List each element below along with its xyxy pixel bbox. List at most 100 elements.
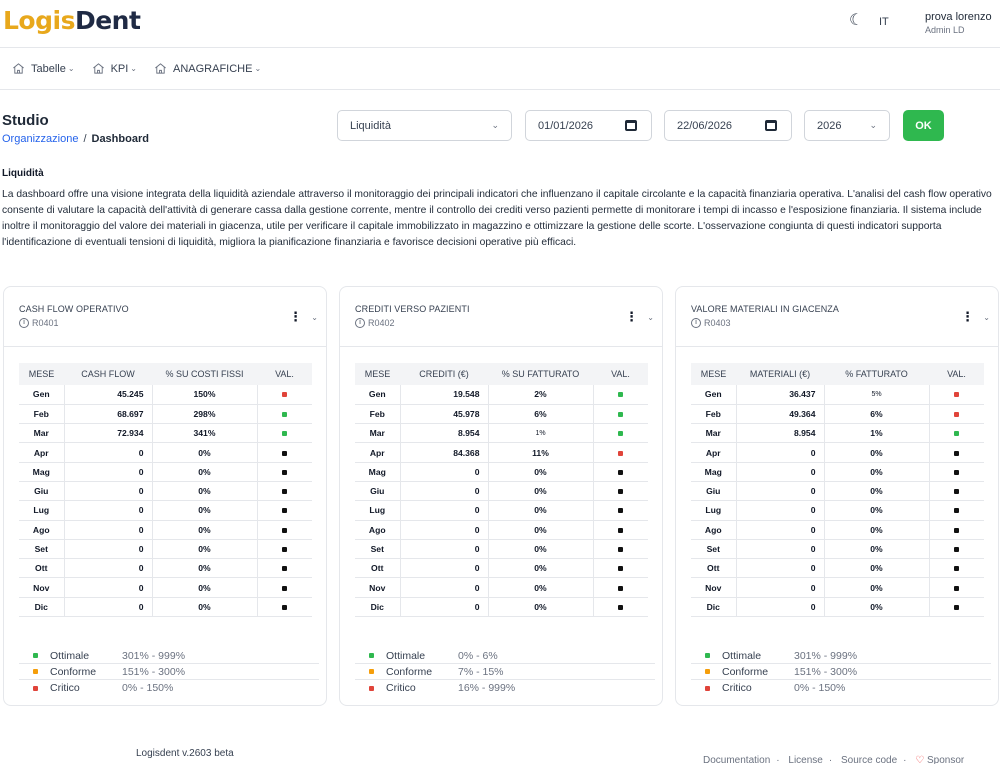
table-row: Mag 0 0% [691,462,984,482]
year-select[interactable]: 2026 ⌄ [804,110,890,141]
legend-range: 0% - 150% [794,682,846,694]
status-cell [256,462,312,482]
table-row: Giu 0 0% [355,481,648,502]
month-cell: Giu [691,481,736,502]
status-cell [928,558,984,579]
language-switch[interactable]: IT [879,16,889,28]
table-row: Mag 0 0% [355,462,648,482]
chevron-down-icon: ⌄ [130,64,137,73]
legend-dot [33,685,38,691]
month-cell: Mar [19,423,64,444]
legend-dot [33,653,38,658]
table-row: Apr 0 0% [691,442,984,463]
column-header: CASH FLOW [64,363,152,385]
status-cell [928,577,984,598]
status-dot [282,585,288,591]
column-header: % FATTURATO [824,363,929,385]
percent-cell: 0% [823,539,929,560]
status-dot [954,527,960,533]
user-role: Admin LD [925,25,965,35]
table-row: Mar 8.954 1% [355,423,648,444]
footer-version: Logisdent v.2603 beta [136,748,234,759]
value-cell: 19.548 [399,385,488,405]
month-cell: Dic [691,597,736,618]
legend-dot [33,669,38,674]
status-cell [256,423,312,444]
user-name[interactable]: prova lorenzo [925,11,992,23]
status-dot [954,450,960,456]
kebab-menu-icon[interactable]: ⋮ [289,309,302,324]
month-cell: Feb [355,404,400,425]
legend-item: Conforme 151% - 300% [19,664,319,680]
percent-cell: 0% [487,520,593,540]
percent-cell: 1% [823,423,929,444]
nav-item-anagrafiche[interactable]: ANAGRAFICHE ⌄ [154,62,261,75]
table-row: Giu 0 0% [19,481,312,502]
category-select[interactable]: Liquidità ⌄ [337,110,512,141]
value-cell: 45.245 [63,385,152,405]
chevron-down-icon[interactable]: ⌄ [647,313,654,322]
calendar-icon[interactable] [765,120,777,131]
status-dot [618,489,624,495]
status-cell [592,500,648,521]
date-to-input[interactable]: 22/06/2026 [664,110,792,141]
percent-cell: 0% [151,558,257,579]
status-dot [282,469,288,475]
footer-link-sponsor[interactable]: Sponsor [927,755,965,764]
info-icon[interactable]: i [355,318,365,328]
status-dot [618,566,624,572]
column-header: MESE [691,363,736,385]
month-cell: Feb [691,404,736,425]
status-dot [618,527,624,533]
breadcrumb-link[interactable]: Organizzazione [2,133,79,145]
table-row: Mar 8.954 1% [691,423,984,444]
kpi-table: MESE CASH FLOW% SU COSTI FISSI VAL. Gen 45.2… [19,363,312,618]
table-row: Mag 0 0% [19,462,312,482]
table-row: Feb 49.364 6% [691,404,984,425]
month-cell: Ago [19,520,64,540]
percent-cell: 0% [487,500,593,521]
status-dot [954,489,960,495]
info-icon[interactable]: i [19,318,29,328]
legend-range: 301% - 999% [122,649,186,662]
status-cell [592,481,648,502]
footer-link-license[interactable]: License [788,755,823,764]
percent-cell: 0% [487,481,593,502]
month-cell: Nov [691,577,736,598]
footer-link-source-code[interactable]: Source code [840,755,898,764]
value-cell: 0 [735,539,824,560]
nav-item-kpi[interactable]: KPI ⌄ [92,62,137,75]
info-icon[interactable]: i [691,318,701,328]
ok-button[interactable]: OK [903,110,944,141]
month-cell: Gen [19,385,64,405]
table-row: Feb 45.978 6% [355,404,648,425]
kebab-menu-icon[interactable]: ⋮ [961,309,974,324]
kebab-menu-icon[interactable]: ⋮ [625,309,638,324]
status-dot [618,469,624,475]
month-cell: Mar [355,423,400,444]
legend-item: Conforme 151% - 300% [691,664,991,680]
home-icon [92,63,104,74]
month-cell: Lug [19,500,64,521]
moon-icon[interactable]: ☾ [849,12,864,29]
status-cell [256,539,312,560]
footer-link-documentation[interactable]: Documentation [703,755,771,764]
value-cell: 8.954 [735,423,824,444]
value-cell: 0 [735,577,824,598]
value-cell: 0 [399,481,488,502]
logo[interactable]: LogisDent [3,6,141,35]
column-header: MATERIALI (€) [736,363,824,385]
chevron-down-icon[interactable]: ⌄ [983,313,990,322]
value-cell: 0 [735,500,824,521]
card-header: CREDITI VERSO PAZIENTI i R0402 ⋮ ⌄ [340,287,662,347]
status-cell [256,481,312,502]
value-cell: 0 [63,442,152,463]
legend-range: 7% - 15% [458,665,504,678]
nav-item-tabelle[interactable]: Tabelle ⌄ [12,62,75,75]
date-from-input[interactable]: 01/01/2026 [525,110,652,141]
chevron-down-icon[interactable]: ⌄ [311,313,318,322]
calendar-icon[interactable] [625,120,637,131]
legend-item: Critico 0% - 150% [691,680,991,696]
month-cell: Gen [355,385,400,405]
value-cell: 0 [735,442,824,463]
